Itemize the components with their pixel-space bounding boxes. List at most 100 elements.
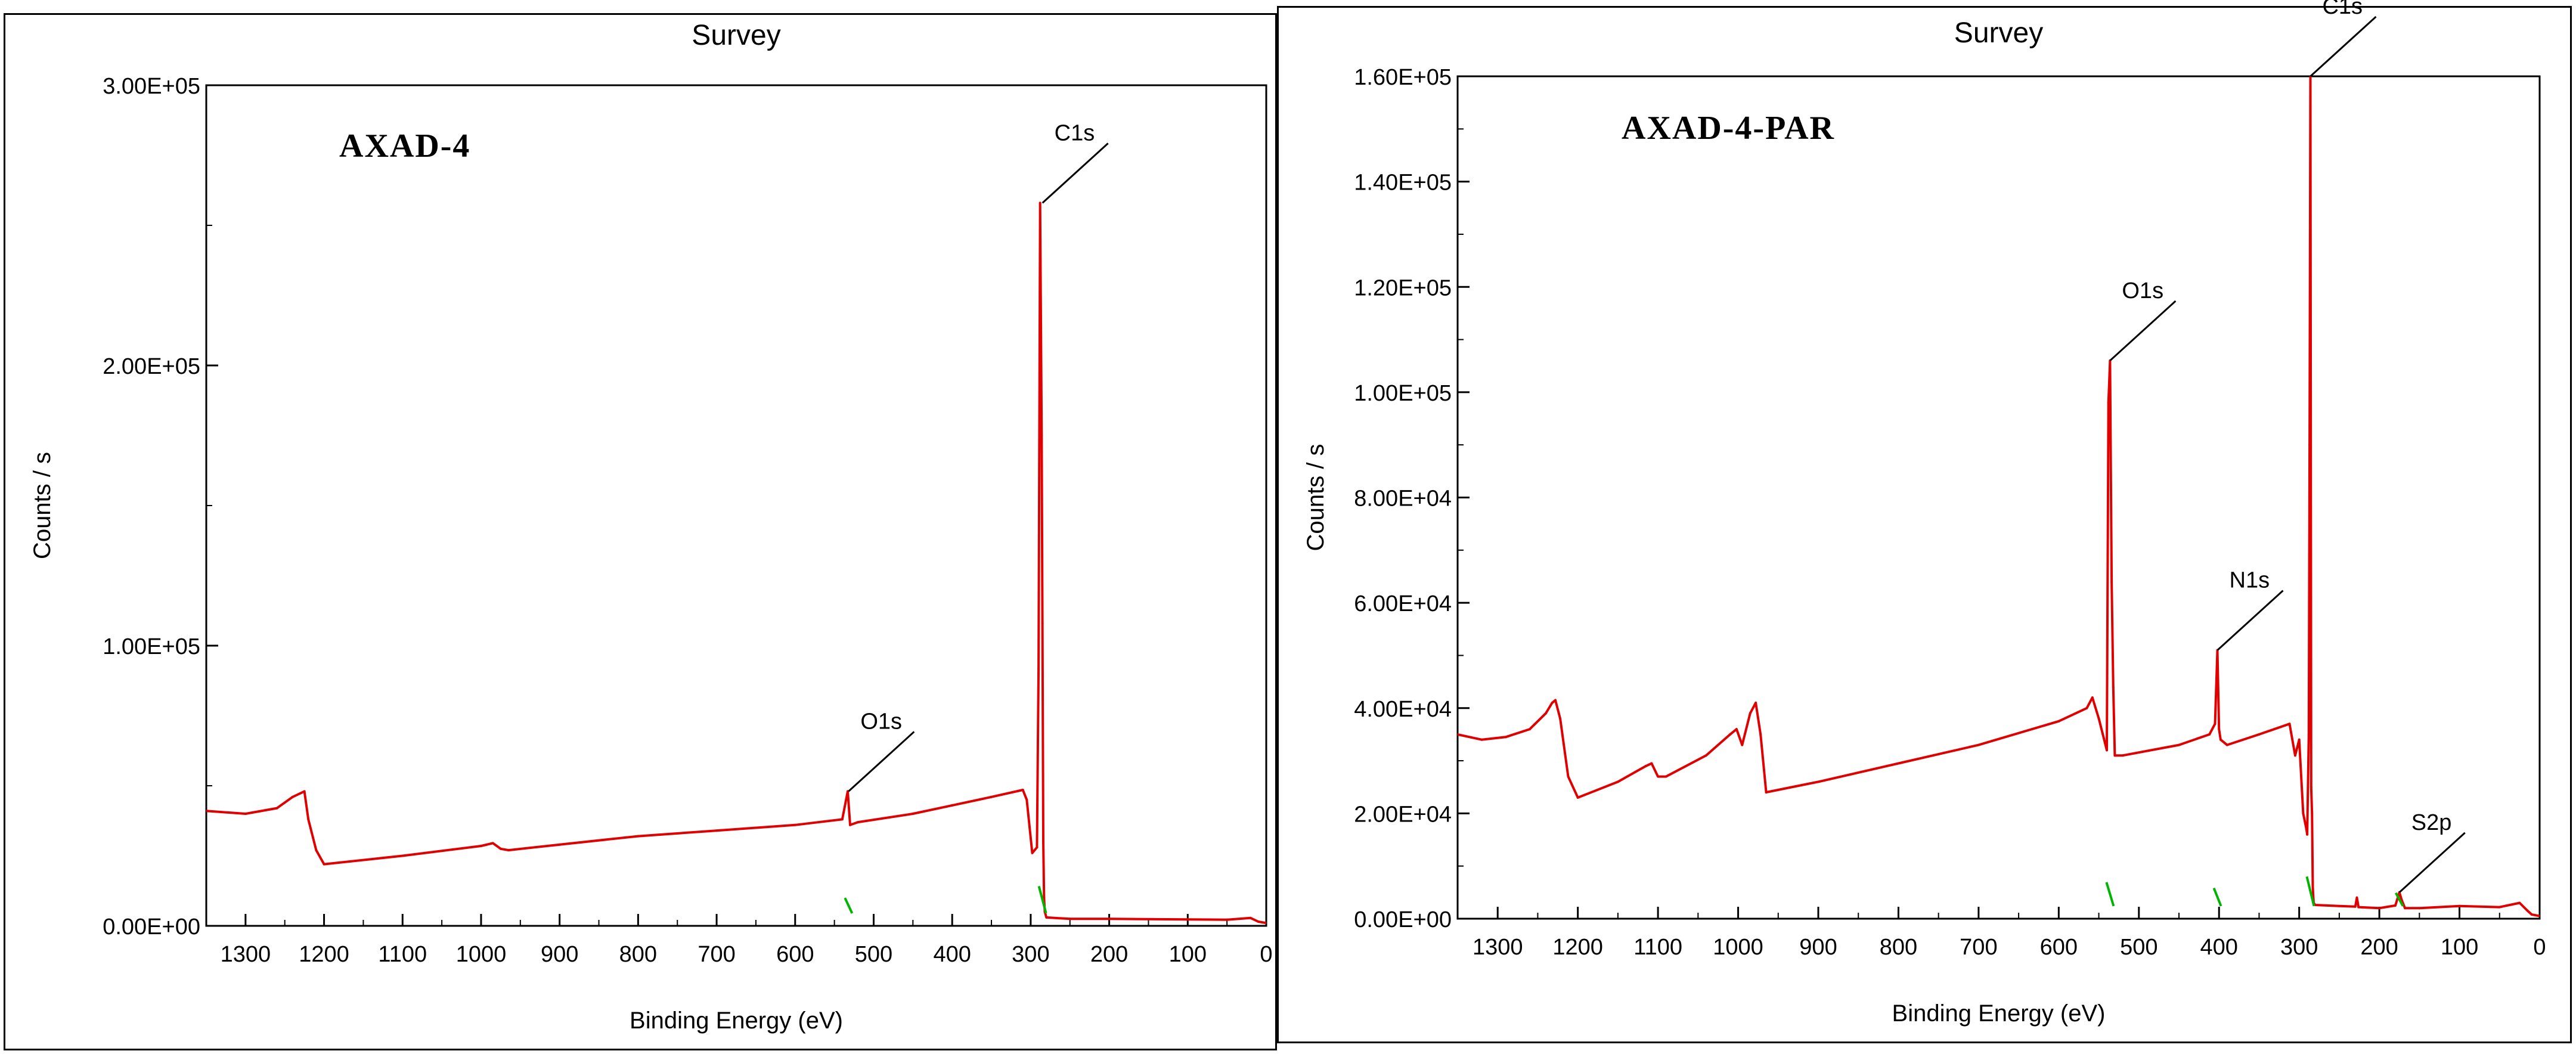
- y-tick-label: 8.00E+04: [1354, 486, 1452, 512]
- peak-label: C1s: [2322, 0, 2363, 19]
- data-point: [1657, 775, 1660, 778]
- background-segment: [2305, 876, 2315, 907]
- x-tick-label: 400: [2200, 935, 2238, 960]
- background-segment: [844, 897, 854, 914]
- peak-leader-line: [848, 731, 915, 792]
- series-group: [1458, 76, 2540, 917]
- x-tick-label: 100: [1169, 942, 1207, 967]
- data-point: [1576, 796, 1579, 799]
- data-point: [1041, 841, 1044, 843]
- data-point: [1664, 775, 1667, 778]
- data-point: [2530, 913, 2533, 916]
- background-segment: [2105, 882, 2115, 907]
- data-point: [841, 818, 844, 821]
- data-point: [2518, 901, 2521, 904]
- data-point: [2357, 906, 2360, 909]
- data-point: [2302, 812, 2305, 815]
- x-tick-label: 800: [619, 942, 657, 967]
- data-point: [1529, 728, 1531, 731]
- plot-frame: [205, 84, 1267, 927]
- data-point: [2305, 827, 2308, 830]
- sample-label: AXAD-4-PAR: [1622, 110, 1835, 147]
- data-point: [1554, 699, 1557, 702]
- y-axis-label: Counts / s: [1303, 444, 1329, 551]
- x-tick-label: 1200: [299, 942, 349, 967]
- data-point: [307, 818, 310, 821]
- x-tick-label: 600: [776, 942, 814, 967]
- y-tick-label: 1.20E+05: [1354, 275, 1452, 300]
- data-point: [2308, 444, 2311, 447]
- x-tick-label: 1000: [1713, 935, 1763, 960]
- data-point: [2121, 754, 2124, 757]
- x-tick-label: 1000: [456, 942, 507, 967]
- data-point: [715, 829, 718, 832]
- data-point: [2498, 906, 2501, 909]
- y-tick-label: 1.00E+05: [1354, 381, 1452, 406]
- plot-frame: [1456, 75, 2541, 920]
- data-point: [2418, 907, 2421, 910]
- data-point: [401, 854, 404, 857]
- x-tick-label: 200: [2360, 935, 2398, 960]
- y-tick-label: 2.00E+04: [1354, 802, 1452, 827]
- data-point: [990, 795, 993, 798]
- data-point: [1249, 916, 1252, 919]
- y-tick-label: 1.60E+05: [1354, 65, 1452, 90]
- x-tick-label: 900: [1799, 935, 1837, 960]
- data-point: [2097, 717, 2100, 720]
- y-axis-label: Counts / s: [29, 452, 55, 559]
- x-tick-label: 500: [2120, 935, 2157, 960]
- data-point: [2057, 720, 2060, 723]
- spectrum-line: [1458, 76, 2540, 917]
- data-point: [1257, 920, 1260, 923]
- y-tick-label: 4.00E+04: [1354, 697, 1452, 722]
- peak-leader-line: [1041, 142, 1109, 204]
- data-point: [1741, 743, 1744, 746]
- data-point: [1043, 897, 1046, 899]
- data-point: [1031, 851, 1034, 854]
- data-point: [1754, 701, 1757, 704]
- data-point: [2298, 738, 2301, 741]
- y-tick-label: 1.00E+05: [103, 634, 200, 659]
- peak-label: N1s: [2230, 568, 2270, 593]
- data-point: [2538, 915, 2540, 917]
- peak-leader-line: [2398, 832, 2466, 893]
- data-point: [323, 863, 326, 866]
- data-point: [2378, 907, 2381, 910]
- x-tick-label: 100: [2441, 935, 2478, 960]
- peak-label: S2p: [2411, 810, 2452, 835]
- data-point: [206, 810, 207, 813]
- x-tick-label: 300: [1012, 942, 1049, 967]
- y-tick-label: 1.40E+05: [1354, 171, 1452, 196]
- data-point: [1186, 918, 1189, 921]
- data-point: [1037, 667, 1040, 669]
- data-point: [2225, 743, 2228, 746]
- data-point: [491, 842, 494, 845]
- data-point: [1108, 917, 1111, 920]
- x-tick-label: 200: [1090, 942, 1128, 967]
- peak-leader-line: [2217, 590, 2284, 651]
- x-tick-label: 1100: [378, 942, 427, 967]
- data-point: [1504, 736, 1507, 739]
- data-point: [1559, 717, 1562, 720]
- series-group: [206, 202, 1266, 925]
- data-point: [1765, 791, 1768, 794]
- data-point: [479, 845, 482, 848]
- data-point: [1265, 922, 1266, 925]
- x-axis-label: Binding Energy (eV): [1892, 1000, 2106, 1027]
- x-tick-label: 800: [1880, 935, 1917, 960]
- data-point: [2526, 909, 2529, 912]
- data-point: [1749, 712, 1752, 715]
- peak-label: O1s: [2122, 278, 2163, 303]
- peak-label: O1s: [860, 709, 902, 734]
- data-point: [951, 804, 954, 807]
- peak-label: C1s: [1055, 120, 1095, 145]
- data-point: [303, 790, 306, 793]
- x-tick-label: 400: [933, 942, 971, 967]
- y-tick-label: 2.00E+05: [103, 354, 200, 379]
- data-point: [1897, 762, 1900, 765]
- data-point: [1068, 917, 1071, 920]
- data-point: [2178, 743, 2180, 746]
- peak-leader-line: [2310, 16, 2377, 78]
- data-point: [2354, 905, 2357, 908]
- data-point: [2091, 696, 2094, 699]
